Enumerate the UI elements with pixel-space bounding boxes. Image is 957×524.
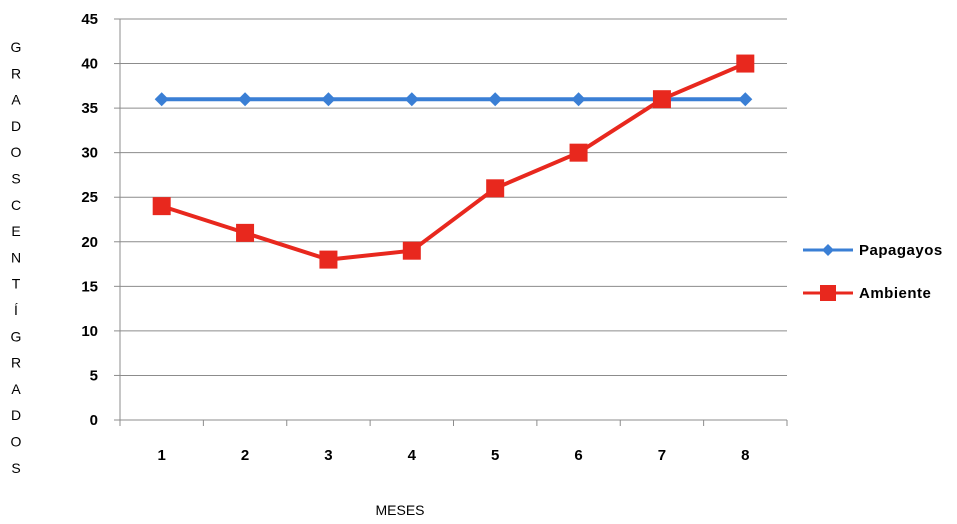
legend-label-ambiente: Ambiente [859, 285, 931, 302]
y-axis-title-letter: G [11, 328, 22, 344]
data-point-papagayos [404, 92, 419, 107]
x-tick-label: 6 [574, 447, 582, 464]
y-axis-title-letter: Í [14, 302, 18, 318]
y-axis-title-letter: A [11, 92, 21, 108]
x-tick-label: 7 [658, 447, 666, 464]
y-axis-title-letter: R [11, 355, 21, 371]
y-tick-label: 40 [81, 56, 98, 73]
data-point-ambiente [152, 197, 171, 216]
legend-marker-ambiente [820, 285, 836, 301]
x-tick-label: 2 [241, 447, 249, 464]
x-tick-label: 3 [324, 447, 332, 464]
y-axis-title-letter: T [12, 276, 21, 292]
data-point-ambiente [652, 90, 671, 109]
data-point-papagayos [321, 92, 336, 107]
axes [114, 18, 788, 426]
legend-label-papagayos: Papagayos [859, 242, 943, 259]
y-axis-title-letter: O [11, 144, 22, 160]
data-point-ambiente [486, 179, 505, 198]
y-axis-title-letter: D [11, 407, 21, 423]
legend-marker-papagayos [822, 244, 834, 256]
series-line-ambiente [161, 61, 747, 262]
axis-titles: MESES [375, 502, 424, 518]
y-tick-label: 30 [81, 145, 98, 162]
y-axis-title-letter: D [11, 118, 21, 134]
y-axis-title-letter: C [11, 197, 21, 213]
x-tick-label: 4 [408, 447, 417, 464]
y-axis-title-letter: E [11, 223, 20, 239]
x-axis-title: MESES [375, 502, 424, 518]
x-tick-label: 1 [158, 447, 166, 464]
y-tick-label: 25 [81, 189, 98, 206]
x-tick-label: 8 [741, 447, 749, 464]
y-axis-title-letter: O [11, 434, 22, 450]
y-tick-label: 5 [90, 367, 98, 384]
data-point-ambiente [236, 223, 255, 242]
y-tick-label: 20 [81, 234, 98, 251]
y-axis-title-letter: S [11, 460, 20, 476]
data-point-papagayos [571, 92, 586, 107]
y-axis-title-letter: R [11, 65, 21, 81]
data-point-papagayos [154, 92, 169, 107]
data-point-papagayos [488, 92, 503, 107]
y-tick-label: 0 [90, 412, 98, 429]
data-point-ambiente [319, 250, 338, 269]
data-point-papagayos [738, 92, 753, 107]
data-point-ambiente [569, 143, 588, 162]
x-tick-label: 5 [491, 447, 499, 464]
y-axis-title-letter: A [11, 381, 21, 397]
y-tick-label: 10 [81, 323, 98, 340]
gridlines [120, 18, 787, 421]
series-lines [152, 54, 755, 269]
y-axis-title-letter: N [11, 249, 21, 265]
data-point-ambiente [402, 241, 421, 260]
y-axis-title-letter: G [11, 39, 22, 55]
y-tick-label: 15 [81, 278, 98, 295]
y-axis-title-letter: S [11, 171, 20, 187]
legend: Papagayos Ambiente [803, 242, 943, 302]
data-point-papagayos [238, 92, 253, 107]
data-point-ambiente [736, 54, 755, 73]
y-tick-label: 45 [81, 11, 98, 28]
y-tick-label: 35 [81, 100, 98, 117]
